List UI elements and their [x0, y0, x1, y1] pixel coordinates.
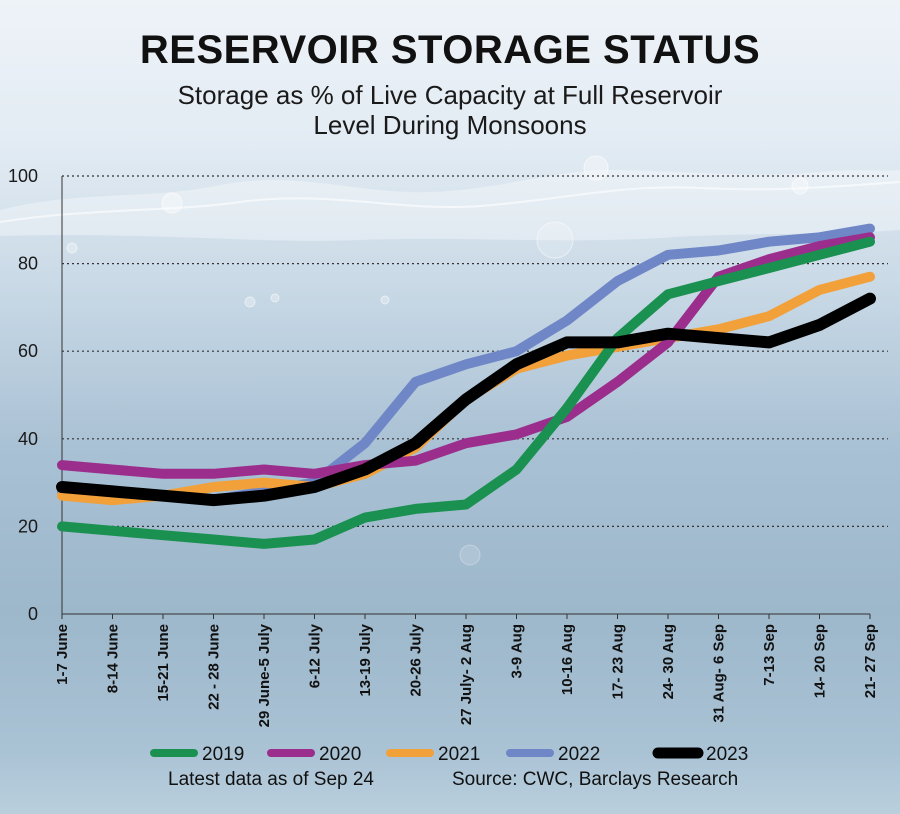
series-line-2019 [57, 236, 875, 549]
x-tick-label: 31 Aug- 6 Sep [711, 624, 728, 723]
series-line-2021 [57, 271, 875, 506]
x-tick-label: 22 - 28 June [206, 624, 223, 710]
legend-label-2019: 2019 [202, 744, 244, 765]
x-axis-ticks: 1-7 June 8-14 June 15-21 June 22 - 28 June 2… [54, 614, 879, 727]
x-tick-label: 6-12 July [307, 623, 324, 688]
legend: 2019 2020 2021 2022 2023 [150, 744, 748, 765]
legend-label-2021: 2021 [438, 744, 480, 765]
y-tick-label-20: 20 [18, 516, 38, 536]
series-line-2020 [57, 232, 875, 479]
x-tick-label: 21- 27 Sep [862, 624, 879, 698]
series-lines [56, 223, 876, 549]
series-line-2023 [56, 292, 876, 507]
footer-source: Source: CWC, Barclays Research [452, 769, 739, 790]
y-tick-label-80: 80 [18, 254, 38, 274]
x-tick-label: 17- 23 Aug [610, 624, 627, 699]
y-tick-label-40: 40 [18, 429, 38, 449]
chart-title: RESERVOIR STORAGE STATUS [139, 28, 761, 72]
y-tick-label-100: 100 [8, 166, 38, 186]
x-tick-label: 1-7 June [54, 624, 71, 685]
x-tick-label: 29 June-5 July [256, 623, 273, 727]
legend-label-2023: 2023 [706, 744, 748, 765]
x-tick-label: 3-9 Aug [509, 624, 526, 678]
x-tick-label: 14- 20 Sep [812, 624, 829, 698]
x-tick-label: 13-19 July [357, 623, 374, 696]
legend-label-2022: 2022 [558, 744, 600, 765]
x-tick-label: 20-26 July [408, 623, 425, 696]
chart-subtitle-line1: Storage as % of Live Capacity at Full Re… [177, 80, 723, 110]
x-tick-label: 8-14 June [105, 624, 122, 693]
y-tick-label-0: 0 [28, 604, 38, 624]
x-tick-label: 10-16 Aug [559, 624, 576, 695]
chart-subtitle-line2: Level During Monsoons [313, 110, 587, 140]
x-tick-label: 15-21 June [155, 624, 172, 702]
x-tick-label: 24- 30 Aug [660, 624, 677, 699]
x-tick-label: 27 July- 2 Aug [458, 624, 475, 725]
x-tick-label: 7-13 Sep [761, 624, 778, 686]
water-surface-decoration [0, 155, 900, 566]
legend-label-2020: 2020 [319, 744, 361, 765]
y-axis-ticks: 0 20 40 60 80 100 [8, 166, 38, 624]
footer-latest-data: Latest data as of Sep 24 [168, 769, 374, 790]
y-tick-label-60: 60 [18, 341, 38, 361]
